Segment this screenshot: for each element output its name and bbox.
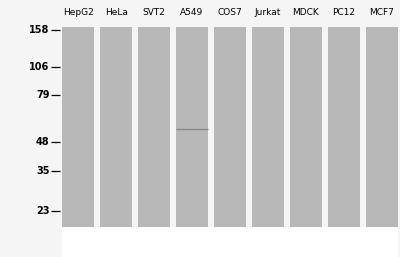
- Bar: [138, 27, 170, 227]
- Bar: [290, 27, 322, 227]
- Text: Jurkat: Jurkat: [255, 8, 281, 17]
- Bar: [252, 27, 284, 227]
- Text: SVT2: SVT2: [143, 8, 166, 17]
- Text: 79: 79: [36, 90, 50, 100]
- Text: 23: 23: [36, 206, 50, 216]
- Text: HeLa: HeLa: [105, 8, 128, 17]
- Text: MDCK: MDCK: [292, 8, 319, 17]
- Text: HepG2: HepG2: [63, 8, 94, 17]
- Bar: [366, 27, 398, 227]
- Bar: [214, 27, 246, 227]
- Text: 35: 35: [36, 166, 50, 176]
- Bar: [100, 27, 132, 227]
- Text: A549: A549: [180, 8, 204, 17]
- Bar: [176, 27, 208, 227]
- Text: PC12: PC12: [332, 8, 356, 17]
- Bar: [62, 27, 94, 227]
- Text: 106: 106: [29, 62, 50, 72]
- Text: 48: 48: [36, 136, 50, 146]
- Bar: [398, 0, 400, 257]
- Text: COS7: COS7: [218, 8, 242, 17]
- Bar: [62, 227, 398, 257]
- Bar: [328, 27, 360, 227]
- Text: MCF7: MCF7: [370, 8, 394, 17]
- Text: 158: 158: [29, 25, 50, 34]
